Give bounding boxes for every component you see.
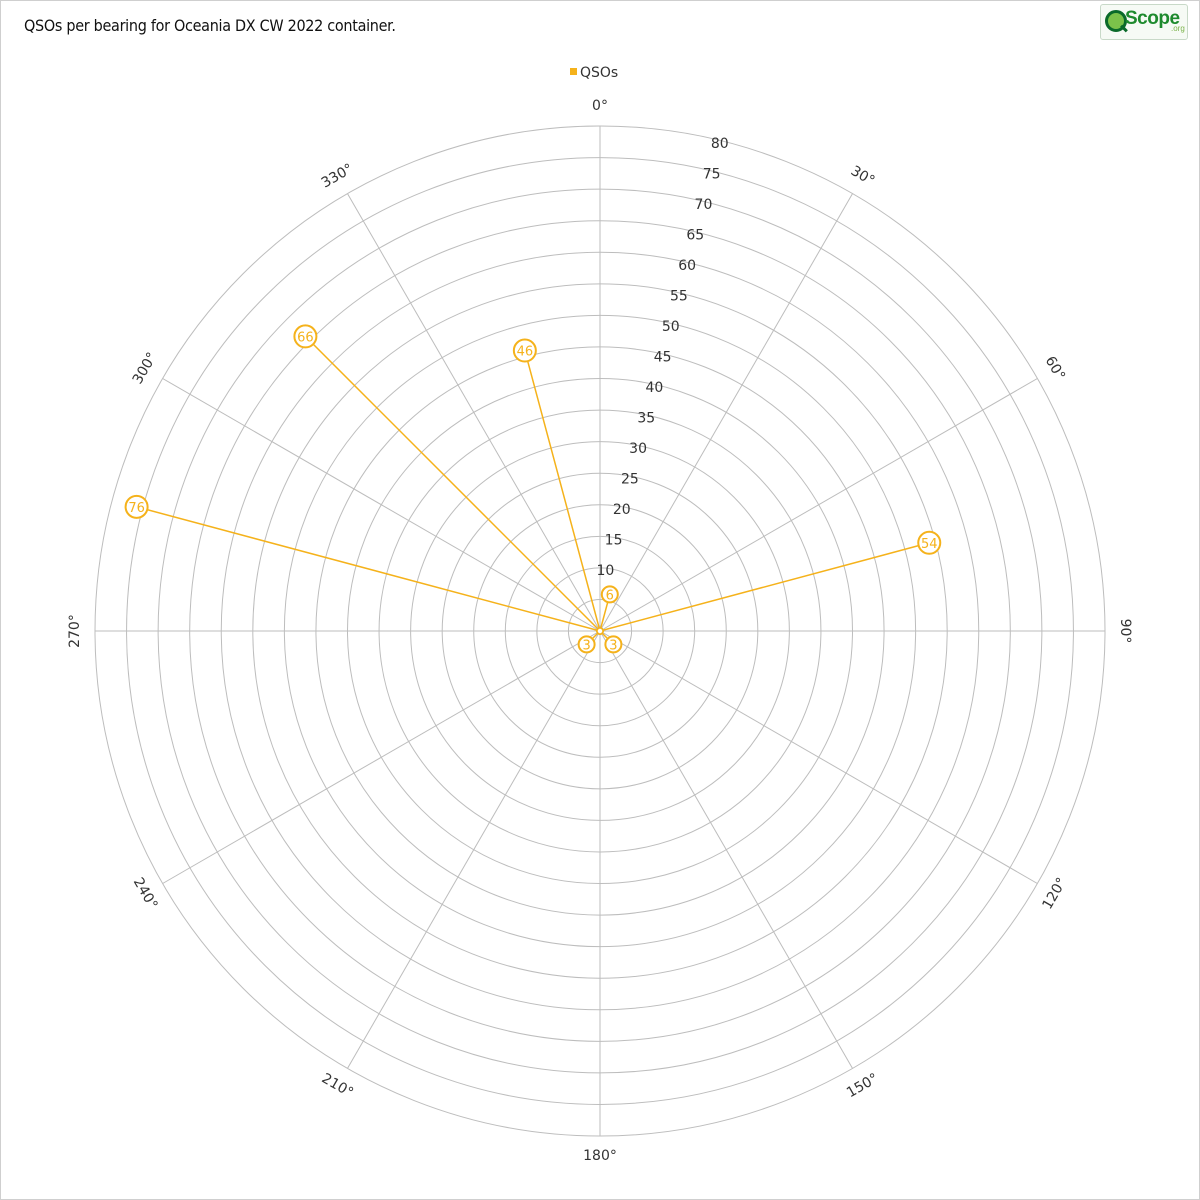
angle-tick-label: 120°	[1039, 875, 1070, 912]
data-point	[596, 627, 604, 635]
angle-tick-label: 210°	[319, 1070, 356, 1101]
data-label: 6	[606, 588, 614, 603]
radial-tick-label: 15	[605, 533, 623, 549]
angle-tick-label: 300°	[130, 350, 161, 387]
data-label: 54	[921, 537, 938, 552]
angle-tick-label: 150°	[844, 1070, 881, 1101]
angle-tick-label: 240°	[130, 875, 161, 912]
radial-tick-label: 80	[711, 136, 729, 152]
angle-tick-label: 330°	[319, 161, 356, 192]
angle-tick-label: 270°	[67, 614, 83, 648]
grid-spoke	[347, 630, 601, 1069]
angle-tick-label: 30°	[848, 163, 878, 189]
logo-suffix: .org	[1171, 24, 1185, 33]
grid-spoke	[347, 193, 601, 632]
grid-spoke	[599, 193, 853, 632]
angle-tick-label: 0°	[592, 98, 608, 114]
grid-spoke	[599, 630, 1038, 884]
angle-tick-label: 180°	[583, 1148, 617, 1164]
data-point	[512, 338, 537, 363]
radial-tick-label: 35	[637, 411, 655, 427]
data-label: 76	[128, 501, 145, 516]
radial-tick-label: 25	[621, 472, 639, 488]
data-point	[604, 635, 623, 654]
radial-tick-label: 40	[646, 380, 664, 396]
radial-tick-label: 65	[686, 228, 704, 244]
data-point	[917, 530, 942, 555]
data-point	[124, 494, 149, 519]
legend-label: QSOs	[580, 65, 618, 81]
data-point	[577, 635, 596, 654]
data-label: 3	[609, 638, 617, 653]
qscope-logo[interactable]: Scope .org	[1100, 4, 1188, 40]
data-label: 66	[297, 330, 314, 345]
chart-title: QSOs per bearing for Oceania DX CW 2022 …	[24, 16, 396, 35]
angle-tick-label: 60°	[1042, 354, 1068, 384]
grid-spoke	[599, 378, 1038, 632]
radial-tick-label: 45	[654, 350, 672, 366]
radial-tick-label: 70	[695, 197, 713, 213]
data-label: 3	[582, 638, 590, 653]
radial-tick-label: 55	[670, 289, 688, 305]
series-area	[135, 335, 931, 646]
data-point	[600, 585, 619, 604]
angle-tick-label: 90°	[1117, 619, 1133, 644]
radial-tick-label: 60	[678, 258, 696, 274]
radial-tick-label: 20	[613, 502, 631, 518]
radial-tick-label: 50	[662, 319, 680, 335]
legend-swatch	[570, 68, 577, 75]
radial-tick-label: 75	[703, 167, 721, 183]
grid-spoke	[599, 630, 853, 1069]
grid-spoke	[162, 378, 601, 632]
radial-tick-label: 30	[629, 441, 647, 457]
logo-text: Scope	[1125, 8, 1180, 29]
radial-tick-label: 10	[597, 563, 615, 579]
data-point	[293, 324, 318, 349]
grid-spoke	[162, 630, 601, 884]
data-label: 46	[517, 345, 534, 360]
